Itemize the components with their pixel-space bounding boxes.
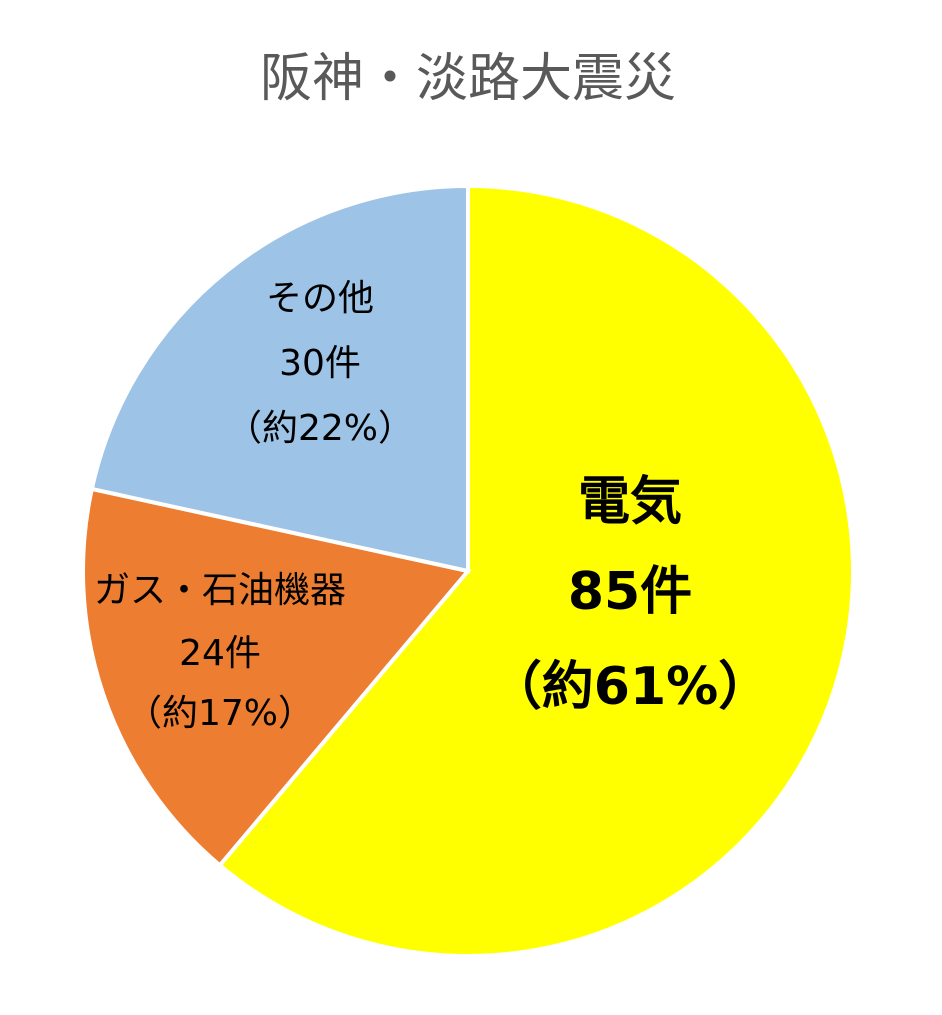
slice-percent-label: （約17%） [126, 693, 314, 734]
slice-label: ガス・石油機器 [94, 570, 346, 611]
slice-value-label: 24件 [179, 633, 261, 674]
slice-label: 電気 [578, 472, 682, 532]
slice-label: その他 [266, 278, 374, 319]
slice-percent-label: （約22%） [226, 408, 414, 449]
pie-slice [216, 183, 855, 958]
chart-title: 阪神・淡路大震災 [260, 49, 676, 109]
slice-value-label: 85件 [568, 562, 692, 622]
pie-slice [89, 183, 470, 574]
slice-value-label: 30件 [279, 343, 361, 384]
pie-slice [81, 486, 472, 869]
slice-percent-label: （約61%） [490, 657, 770, 717]
